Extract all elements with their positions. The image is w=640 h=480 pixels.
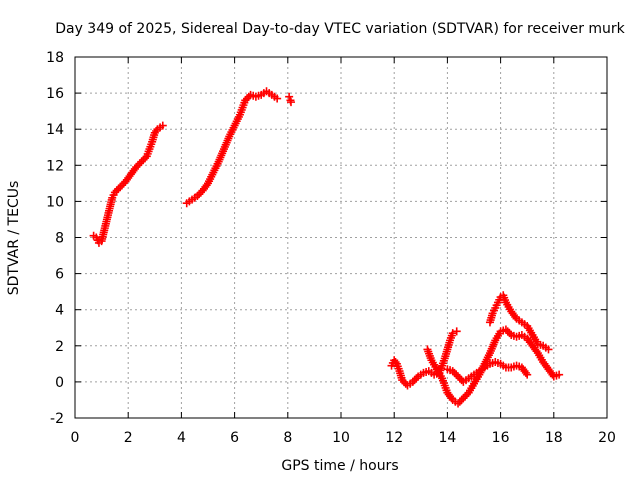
x-tick-label: 6 xyxy=(230,430,239,446)
data-point xyxy=(455,397,464,406)
data-point xyxy=(521,368,530,377)
data-point xyxy=(448,329,457,338)
data-point xyxy=(544,345,553,354)
x-tick-label: 14 xyxy=(438,430,456,446)
x-tick-label: 4 xyxy=(177,430,186,446)
y-tick-label: 8 xyxy=(55,231,64,247)
x-tick-label: 20 xyxy=(598,430,616,446)
y-tick-label: 4 xyxy=(55,303,64,319)
y-tick-label: 16 xyxy=(46,86,64,102)
data-point xyxy=(133,161,142,170)
axes: 0 2 4 6 8 10 12 14 16 18 20 -2 0 2 4 6 8 10 12 14 16 18 xyxy=(46,50,616,446)
data-point xyxy=(241,96,250,105)
data-point xyxy=(137,157,146,166)
x-tick-label: 18 xyxy=(545,430,563,446)
y-tick-label: 10 xyxy=(46,194,64,210)
x-tick-label: 10 xyxy=(332,430,350,446)
data-point xyxy=(511,312,520,321)
x-tick-label: 0 xyxy=(71,430,80,446)
plot-border xyxy=(74,56,608,419)
data-point xyxy=(450,368,459,377)
data-point xyxy=(116,182,125,191)
data-point xyxy=(158,121,167,130)
data-point xyxy=(447,394,456,403)
data-point xyxy=(501,325,510,334)
x-tick-label: 12 xyxy=(385,430,403,446)
data-point xyxy=(285,92,294,101)
data-point xyxy=(114,184,123,193)
data-point xyxy=(132,163,141,172)
data-point xyxy=(505,329,514,338)
data-point xyxy=(139,155,148,164)
data-point xyxy=(532,347,541,356)
data-point xyxy=(193,191,202,200)
chart-title: Day 349 of 2025, Sidereal Day-to-day VTE… xyxy=(55,21,625,37)
data-point xyxy=(398,376,407,385)
y-axis-label: SDTVAR / TECUs xyxy=(6,181,22,296)
data-point xyxy=(243,94,252,103)
data-point xyxy=(408,377,417,386)
data-point xyxy=(141,154,150,163)
data-point xyxy=(112,186,121,195)
y-tick-label: 12 xyxy=(46,158,64,174)
data-point xyxy=(195,190,204,199)
x-tick-label: 8 xyxy=(283,430,292,446)
data-point xyxy=(454,399,463,408)
data-point xyxy=(462,390,471,399)
data-points xyxy=(89,87,564,408)
data-point xyxy=(523,370,532,379)
y-tick-label: 6 xyxy=(55,267,64,283)
data-point xyxy=(410,376,419,385)
data-point xyxy=(273,94,282,103)
x-axis-label: GPS time / hours xyxy=(281,458,398,474)
data-point xyxy=(454,372,463,381)
grid-lines xyxy=(75,57,607,418)
y-tick-label: 14 xyxy=(46,122,64,138)
x-tick-label: 2 xyxy=(124,430,133,446)
data-point xyxy=(452,370,461,379)
data-point xyxy=(135,159,144,168)
data-point xyxy=(391,358,400,367)
y-tick-label: -2 xyxy=(50,411,64,427)
data-point xyxy=(503,327,512,336)
y-tick-label: 2 xyxy=(55,339,64,355)
data-point xyxy=(457,395,466,404)
data-point xyxy=(459,394,468,403)
data-point xyxy=(152,127,161,136)
data-point xyxy=(286,98,295,107)
y-tick-label: 18 xyxy=(46,50,64,66)
data-point xyxy=(452,327,461,336)
data-point xyxy=(455,374,464,383)
data-point xyxy=(555,370,564,379)
data-point xyxy=(244,92,253,101)
data-point xyxy=(117,181,126,190)
x-tick-label: 16 xyxy=(492,430,510,446)
data-point xyxy=(110,188,119,197)
data-point xyxy=(412,374,421,383)
data-point xyxy=(461,392,470,401)
data-point xyxy=(399,377,408,386)
y-tick-label: 0 xyxy=(55,375,64,391)
data-point xyxy=(448,367,457,376)
